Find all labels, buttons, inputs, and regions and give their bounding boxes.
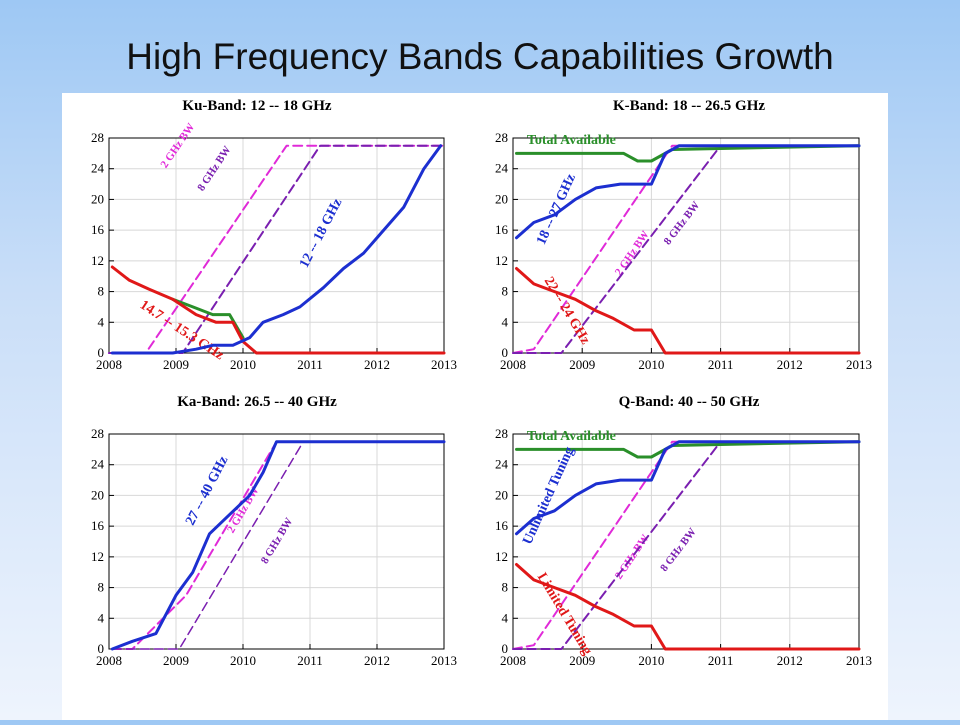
series-line-12-18-ghz [110,144,443,355]
x-tick-label: 2011 [708,653,734,668]
x-tick-label: 2010 [230,653,256,668]
y-tick-label: 24 [91,457,105,472]
y-tick-label: 28 [495,426,508,441]
x-tick-label: 2009 [163,653,189,668]
y-tick-label: 4 [98,314,105,329]
chart-panel-4: Q-Band: 40 -- 50 GHz 0 4 8 12 16 20 24 28 2008 200… [495,394,872,668]
series-line-unlimited-tuning [515,440,861,536]
y-tick-label: 24 [91,161,105,176]
series-line-14-7-15-3-ghz [110,265,446,355]
y-tick-label: 28 [91,426,104,441]
x-tick-label: 2008 [500,653,526,668]
chart-title: Ka-Band: 26.5 -- 40 GHz [177,394,337,410]
chart-panel-1: Ku-Band: 12 -- 18 GHz 0 4 8 12 16 20 24 28 2008 20… [91,98,457,372]
chart-figure: Ku-Band: 12 -- 18 GHz 0 4 8 12 16 20 24 28 2008 20… [62,93,888,720]
series-label: 8 GHz BW [662,199,703,247]
x-tick-label: 2012 [777,357,803,372]
series-label: 8 GHz BW [259,516,296,566]
y-tick-label: 0 [502,641,509,656]
x-tick-label: 2011 [297,357,323,372]
x-tick-label: 2010 [638,653,664,668]
y-tick-label: 20 [495,191,508,206]
x-tick-label: 2008 [96,653,122,668]
series-line-22-24-ghz [515,267,861,355]
x-tick-label: 2009 [569,357,595,372]
axes-frame [108,433,445,650]
x-tick-label: 2008 [500,357,526,372]
x-tick-label: 2009 [569,653,595,668]
y-tick-label: 28 [91,130,104,145]
chart-panel-2: K-Band: 18 -- 26.5 GHz 0 4 8 12 16 20 24 28 2008 2… [495,98,872,372]
y-tick-label: 16 [495,222,509,237]
y-tick-label: 20 [91,191,104,206]
x-tick-label: 2012 [364,653,390,668]
slide-title: High Frequency Bands Capabilities Growth [126,36,834,77]
series-line-27-40-ghz [110,440,446,651]
series-label: 2 GHz BW [613,229,652,278]
chart-title: Ku-Band: 12 -- 18 GHz [182,98,332,114]
x-tick-label: 2009 [163,357,189,372]
series-label: 2 GHz BW [158,121,197,170]
y-tick-label: 8 [502,284,509,299]
x-tick-label: 2013 [846,653,872,668]
y-tick-label: 28 [495,130,508,145]
y-tick-label: 12 [91,549,104,564]
x-tick-label: 2013 [846,357,872,372]
y-tick-label: 16 [91,222,105,237]
series-label: Limited Tuning [534,570,595,657]
x-tick-label: 2011 [708,357,734,372]
x-tick-label: 2010 [230,357,256,372]
y-tick-label: 20 [91,487,104,502]
y-tick-label: 8 [98,284,105,299]
y-tick-label: 8 [502,580,509,595]
series-line-2-ghz-bw [512,144,860,354]
series-label: 18 -- 27 GHz [534,172,579,247]
chart-title: Q-Band: 40 -- 50 GHz [619,394,760,410]
series-label: 12 -- 18 GHz [297,196,345,270]
series-label: Total Available [527,429,616,444]
series-label: Total Available [527,133,616,148]
series-label: 22 -- 24 GHz [541,274,593,347]
y-tick-label: 4 [502,610,509,625]
series-line-18-27-ghz [515,144,861,240]
series-line-limited-tuning [515,563,861,651]
y-tick-label: 16 [495,518,509,533]
y-tick-label: 4 [502,314,509,329]
x-tick-label: 2011 [297,653,323,668]
y-tick-label: 20 [495,487,508,502]
y-tick-label: 0 [98,641,105,656]
x-tick-label: 2010 [638,357,664,372]
x-tick-label: 2012 [364,357,390,372]
x-tick-label: 2013 [431,653,457,668]
y-tick-label: 4 [98,610,105,625]
y-tick-label: 0 [502,345,509,360]
series-label: 8 GHz BW [658,526,699,574]
x-tick-label: 2012 [777,653,803,668]
x-tick-label: 2008 [96,357,122,372]
y-tick-label: 12 [495,253,508,268]
x-tick-label: 2013 [431,357,457,372]
y-tick-label: 24 [495,161,509,176]
y-tick-label: 0 [98,345,105,360]
y-tick-label: 12 [495,549,508,564]
y-tick-label: 8 [98,580,105,595]
y-tick-label: 16 [91,518,105,533]
chart-title: K-Band: 18 -- 26.5 GHz [613,98,765,114]
y-tick-label: 12 [91,253,104,268]
chart-panel-3: Ka-Band: 26.5 -- 40 GHz 0 4 8 12 16 20 24 28 2008… [91,394,457,668]
y-tick-label: 24 [495,457,509,472]
series-line-2-ghz-bw [512,440,860,650]
